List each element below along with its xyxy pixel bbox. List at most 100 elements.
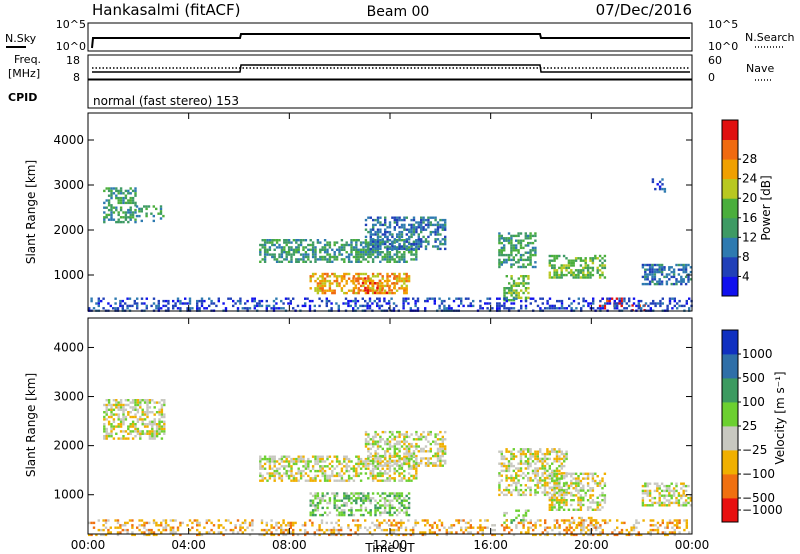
data-cell bbox=[524, 448, 527, 451]
data-cell bbox=[505, 237, 508, 240]
data-cell bbox=[357, 494, 360, 498]
data-cell bbox=[391, 477, 394, 480]
data-cell bbox=[517, 241, 520, 245]
data-cell bbox=[625, 302, 628, 305]
data-cell bbox=[328, 243, 332, 247]
data-cell bbox=[680, 268, 683, 271]
data-cell bbox=[129, 206, 132, 209]
data-cell bbox=[148, 533, 151, 537]
data-cell bbox=[319, 497, 322, 500]
data-cell bbox=[273, 457, 276, 461]
data-cell bbox=[407, 297, 410, 300]
data-cell bbox=[522, 279, 525, 283]
data-cell bbox=[599, 524, 602, 527]
data-cell bbox=[589, 501, 592, 504]
data-cell bbox=[579, 482, 583, 485]
data-cell bbox=[379, 247, 382, 251]
data-cell bbox=[263, 241, 267, 244]
data-cell bbox=[129, 201, 132, 205]
data-cell bbox=[290, 479, 293, 482]
data-cell bbox=[90, 521, 93, 525]
data-cell bbox=[524, 232, 527, 235]
data-cell bbox=[543, 469, 547, 473]
data-cell bbox=[663, 494, 666, 497]
data-cell bbox=[668, 501, 671, 505]
data-cell bbox=[350, 260, 353, 263]
data-cell bbox=[224, 307, 228, 310]
data-cell bbox=[304, 302, 307, 305]
data-cell bbox=[259, 479, 262, 482]
data-cell bbox=[400, 445, 404, 448]
data-cell bbox=[347, 513, 351, 517]
data-cell bbox=[160, 403, 164, 407]
data-cell bbox=[429, 430, 432, 434]
data-cell bbox=[663, 501, 666, 505]
data-cell bbox=[163, 427, 166, 431]
data-cell bbox=[599, 533, 602, 537]
data-cell bbox=[548, 506, 551, 509]
data-cell bbox=[584, 259, 587, 262]
data-cell bbox=[567, 508, 571, 511]
data-cell bbox=[352, 492, 356, 495]
data-cell bbox=[350, 289, 353, 292]
data-cell bbox=[150, 212, 153, 215]
data-cell bbox=[272, 526, 276, 529]
data-cell bbox=[292, 457, 296, 461]
data-cell bbox=[570, 472, 573, 475]
data-cell bbox=[668, 268, 671, 271]
data-cell bbox=[196, 528, 199, 532]
data-cell bbox=[97, 299, 100, 303]
data-cell bbox=[316, 291, 320, 295]
data-cell bbox=[548, 496, 551, 499]
data-cell bbox=[396, 452, 399, 455]
data-cell bbox=[383, 255, 387, 259]
data-cell bbox=[388, 223, 392, 227]
data-cell bbox=[331, 272, 334, 276]
data-cell bbox=[107, 531, 110, 534]
data-cell bbox=[340, 279, 344, 283]
data-cell bbox=[326, 492, 329, 495]
data-cell bbox=[536, 469, 539, 473]
data-cell bbox=[527, 251, 530, 254]
data-cell bbox=[359, 524, 362, 527]
data-cell bbox=[445, 531, 448, 534]
data-cell bbox=[548, 261, 551, 265]
data-cell bbox=[422, 450, 425, 453]
data-cell bbox=[665, 494, 669, 497]
data-cell bbox=[467, 297, 470, 300]
data-cell bbox=[512, 258, 515, 262]
data-cell bbox=[393, 469, 396, 473]
data-cell bbox=[131, 415, 135, 419]
data-cell bbox=[355, 492, 358, 495]
data-cell bbox=[659, 304, 662, 308]
data-cell bbox=[553, 524, 556, 527]
data-cell bbox=[486, 302, 489, 305]
data-cell bbox=[592, 524, 595, 527]
data-cell bbox=[536, 486, 539, 489]
data-cell bbox=[553, 533, 556, 537]
data-cell bbox=[362, 279, 365, 283]
data-cell bbox=[524, 519, 528, 522]
data-cell bbox=[393, 462, 396, 465]
data-cell bbox=[321, 457, 324, 461]
data-cell bbox=[392, 519, 396, 522]
data-cell bbox=[379, 457, 382, 460]
data-cell bbox=[374, 240, 377, 243]
data-cell bbox=[529, 457, 532, 461]
data-cell bbox=[374, 275, 377, 278]
data-cell bbox=[544, 533, 547, 537]
data-cell bbox=[392, 531, 396, 534]
data-cell bbox=[400, 287, 404, 290]
data-cell bbox=[565, 489, 568, 492]
data-cell bbox=[682, 489, 685, 493]
data-cell bbox=[352, 494, 356, 498]
data-cell bbox=[362, 284, 365, 288]
data-cell bbox=[163, 432, 166, 435]
data-cell bbox=[594, 482, 597, 485]
data-cell bbox=[592, 297, 595, 300]
data-cell bbox=[297, 260, 300, 263]
data-cell bbox=[408, 228, 411, 231]
data-cell bbox=[527, 291, 530, 295]
data-cell bbox=[344, 297, 348, 300]
data-cell bbox=[641, 282, 645, 286]
